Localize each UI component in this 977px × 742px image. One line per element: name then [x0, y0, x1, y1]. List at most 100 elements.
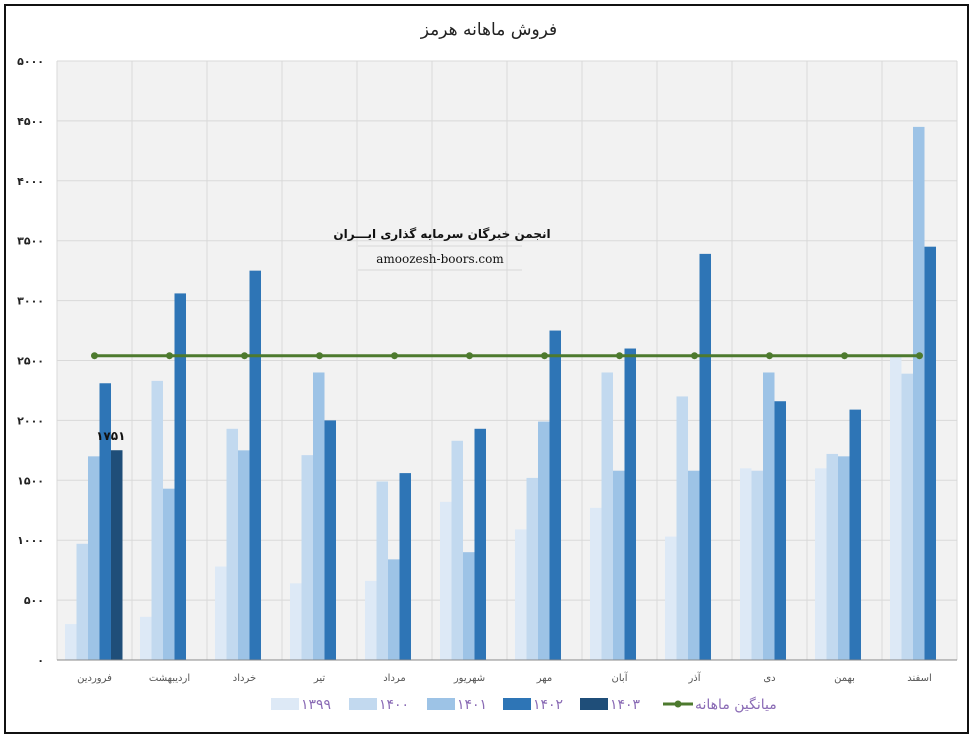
legend: ۱۳۹۹ ۱۴۰۰ ۱۴۰۱ ۱۴۰۲ ۱۴۰۳ میانگین ماهانه — [271, 696, 777, 713]
chart-title: فروش ماهانه هرمز — [420, 20, 557, 40]
average-point — [316, 352, 323, 360]
data-labels-layer: ۱۷۵۱ — [96, 429, 125, 443]
bar — [826, 453, 838, 660]
legend-swatch — [580, 698, 608, 710]
bar — [313, 372, 325, 660]
legend-swatch — [271, 698, 299, 710]
watermark-line2: amoozesh-boors.com — [376, 252, 504, 266]
grid-layer — [56, 60, 958, 660]
bar — [526, 477, 538, 660]
bar — [88, 456, 100, 660]
y-tick-label: ۵۰۰ — [24, 594, 44, 607]
bar — [215, 566, 227, 660]
bar — [590, 507, 602, 660]
legend-swatch — [427, 698, 455, 710]
data-label: ۱۷۵۱ — [96, 429, 125, 443]
bar — [549, 330, 561, 660]
bar — [301, 455, 313, 660]
average-point — [691, 352, 698, 360]
average-point — [91, 352, 98, 360]
bar — [151, 380, 163, 660]
bar — [226, 428, 238, 660]
bar — [99, 383, 111, 660]
y-tick-label: ۲۵۰۰ — [17, 355, 44, 368]
bar — [924, 246, 936, 660]
bar — [665, 536, 677, 660]
legend-swatch — [349, 698, 377, 710]
bar — [613, 470, 625, 660]
x-tick-label: خرداد — [233, 673, 256, 684]
bar — [474, 428, 486, 660]
bar — [624, 348, 636, 660]
legend-label: ۱۴۰۰ — [379, 697, 409, 713]
y-tick-label: ۵۰۰۰ — [17, 55, 44, 68]
x-tick-label: مرداد — [383, 673, 406, 684]
y-tick-label: ۴۰۰۰ — [17, 175, 44, 188]
chart-frame — [4, 4, 969, 734]
bar — [740, 468, 752, 660]
bar — [838, 456, 850, 660]
legend-label: میانگین ماهانه — [695, 696, 777, 713]
average-point — [241, 352, 248, 360]
bar — [688, 470, 700, 660]
bar — [290, 583, 302, 660]
average-point — [616, 352, 623, 360]
bar — [238, 450, 250, 660]
bar — [388, 559, 400, 660]
legend-average-marker — [674, 700, 682, 708]
x-tick-label: اسفند — [907, 673, 931, 684]
x-tick-label: آذر — [687, 671, 701, 684]
bar — [763, 372, 775, 660]
bar — [65, 624, 77, 660]
legend-label: ۱۴۰۳ — [610, 697, 641, 713]
bar — [163, 488, 175, 660]
average-point — [166, 352, 173, 360]
y-tick-label: ۲۰۰۰ — [17, 414, 44, 427]
bar — [399, 473, 411, 660]
bar — [365, 580, 377, 660]
x-tick-label: اردیبهشت — [149, 673, 190, 684]
bar — [463, 552, 475, 660]
average-point — [391, 352, 398, 360]
average-point — [541, 352, 548, 360]
bar — [901, 373, 913, 660]
bar — [676, 396, 688, 660]
y-tick-label: ۳۵۰۰ — [17, 235, 44, 248]
bar — [751, 470, 763, 660]
x-tick-label: دی — [763, 673, 775, 684]
bar — [890, 355, 902, 660]
bar — [699, 253, 711, 661]
legend-label: ۱۳۹۹ — [301, 697, 331, 713]
x-tick-label: مهر — [536, 673, 552, 684]
axis-layer: ۵۰۰۰۴۵۰۰۴۰۰۰۳۵۰۰۳۰۰۰۲۵۰۰۲۰۰۰۱۵۰۰۱۰۰۰۵۰۰۰… — [17, 55, 957, 684]
x-tick-label: آبان — [612, 671, 629, 684]
bar — [76, 543, 88, 660]
legend-label: ۱۴۰۲ — [533, 697, 563, 713]
y-tick-label: ۴۵۰۰ — [17, 115, 44, 128]
watermark: انجمن خبرگان سرمایه گذاری ایـــران amooz… — [333, 227, 551, 271]
bar — [913, 126, 925, 660]
bar — [440, 501, 452, 660]
legend-label: ۱۴۰۱ — [457, 697, 487, 713]
average-point — [841, 352, 848, 360]
y-tick-label: ۰ — [37, 654, 44, 667]
x-tick-label: بهمن — [834, 673, 855, 684]
bar — [249, 270, 261, 660]
bar — [324, 420, 336, 660]
x-tick-label: فروردین — [77, 673, 112, 684]
bar — [515, 529, 527, 660]
bar — [376, 481, 388, 660]
watermark-line1: انجمن خبرگان سرمایه گذاری ایـــران — [333, 227, 550, 241]
x-tick-label: تیر — [313, 673, 326, 684]
x-tick-label: شهریور — [453, 673, 485, 684]
bar — [849, 409, 861, 660]
y-tick-label: ۱۰۰۰ — [17, 534, 44, 547]
bar — [174, 293, 186, 660]
bar — [601, 372, 613, 660]
bar — [538, 421, 550, 660]
average-point — [766, 352, 773, 360]
average-line-layer — [91, 352, 923, 360]
bar — [774, 401, 786, 660]
bar — [815, 468, 827, 660]
